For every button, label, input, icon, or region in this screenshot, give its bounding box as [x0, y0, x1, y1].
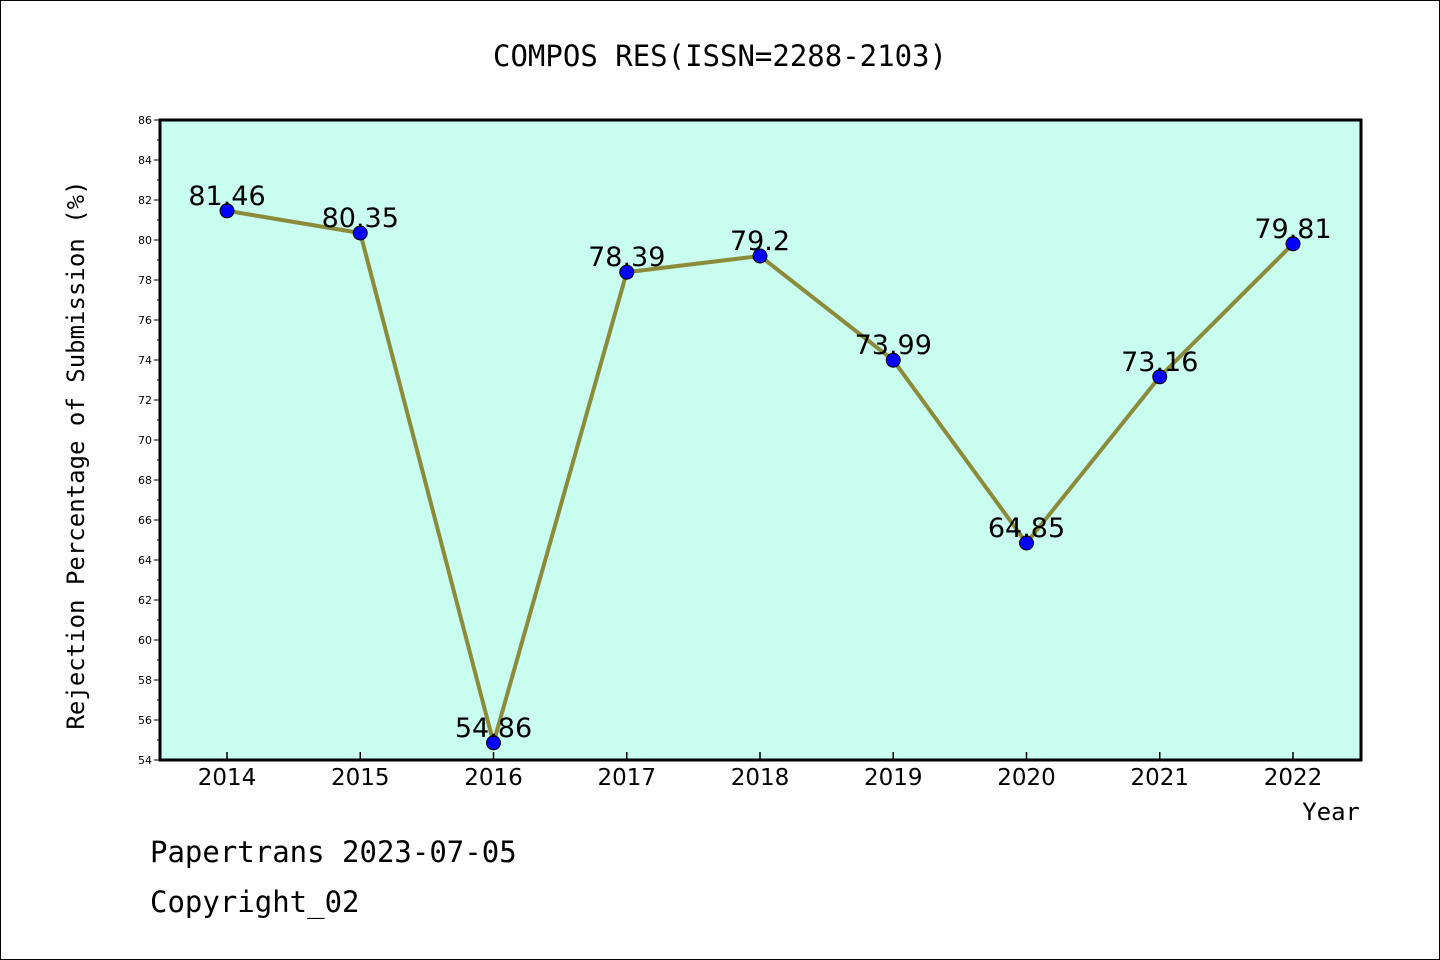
- y-tick-label: 62: [138, 594, 152, 607]
- x-tick-label: 2014: [198, 765, 257, 791]
- y-tick-label: 56: [138, 714, 152, 727]
- data-point-2020: [1019, 535, 1034, 551]
- y-tick-label: 60: [138, 634, 152, 647]
- data-point-2017: [619, 264, 635, 280]
- data-point-2015: [352, 225, 368, 241]
- y-tick-label: 66: [138, 514, 152, 527]
- y-tick-label: 64: [138, 554, 152, 567]
- footer-source: Papertrans 2023-07-05: [150, 835, 517, 869]
- data-point-2021: [1152, 369, 1168, 385]
- y-tick-label: 74: [138, 354, 152, 367]
- y-tick-label: 54: [138, 754, 152, 767]
- data-label-2021: 73.16: [1121, 347, 1198, 378]
- footer-copyright: Copyright_02: [150, 885, 360, 919]
- data-point-2018: [752, 248, 768, 264]
- y-tick-label: 78: [138, 274, 152, 287]
- x-tick-label: 2021: [1130, 765, 1189, 791]
- data-point-2019: [885, 352, 901, 368]
- y-tick-label: 70: [138, 434, 152, 447]
- y-tick-label: 76: [138, 314, 152, 327]
- x-tick-label: 2015: [331, 765, 390, 791]
- data-label-2022: 79.81: [1254, 214, 1331, 245]
- y-tick-label: 84: [138, 154, 152, 167]
- data-label-2020: 64.85: [988, 513, 1065, 544]
- chart-title: COMPOS RES(ISSN=2288-2103): [493, 39, 947, 73]
- y-axis-label: Rejection Percentage of Submission (%): [62, 180, 90, 729]
- data-label-2014: 81.46: [188, 181, 265, 212]
- y-tick-label: 86: [138, 114, 152, 127]
- x-axis-ticks: 2014 2015 2016 2017 2018 2019 2020 2021 2022: [198, 752, 1323, 791]
- x-tick-label: 2019: [864, 765, 923, 791]
- data-label-2017: 78.39: [588, 242, 665, 273]
- data-labels-group: 81.46 80.35 54.86 78.39 79.2 73.99 64.85 73.16 7…: [188, 181, 1331, 744]
- y-axis-ticks: 54 56 58 60 62 64 66 68 70 72 74 76 78 80 82 84 86: [138, 114, 160, 767]
- y-tick-label: 68: [138, 474, 152, 487]
- data-label-2016: 54.86: [455, 713, 532, 744]
- x-axis-label: Year: [1302, 798, 1360, 826]
- data-label-2015: 80.35: [322, 203, 399, 234]
- y-tick-label: 80: [138, 234, 152, 247]
- data-point-2016: [486, 735, 501, 751]
- data-label-2019: 73.99: [855, 330, 932, 361]
- data-label-2018: 79.2: [730, 226, 790, 257]
- y-tick-label: 72: [138, 394, 152, 407]
- y-tick-label: 82: [138, 194, 152, 207]
- data-point-2014: [219, 203, 235, 219]
- data-point-2022: [1285, 236, 1301, 252]
- x-tick-label: 2020: [997, 765, 1056, 791]
- x-tick-label: 2016: [464, 765, 523, 791]
- x-tick-label: 2017: [597, 765, 656, 791]
- x-tick-label: 2018: [731, 765, 790, 791]
- series-group: [219, 203, 1301, 751]
- x-tick-label: 2022: [1264, 765, 1323, 791]
- y-tick-label: 58: [138, 674, 152, 687]
